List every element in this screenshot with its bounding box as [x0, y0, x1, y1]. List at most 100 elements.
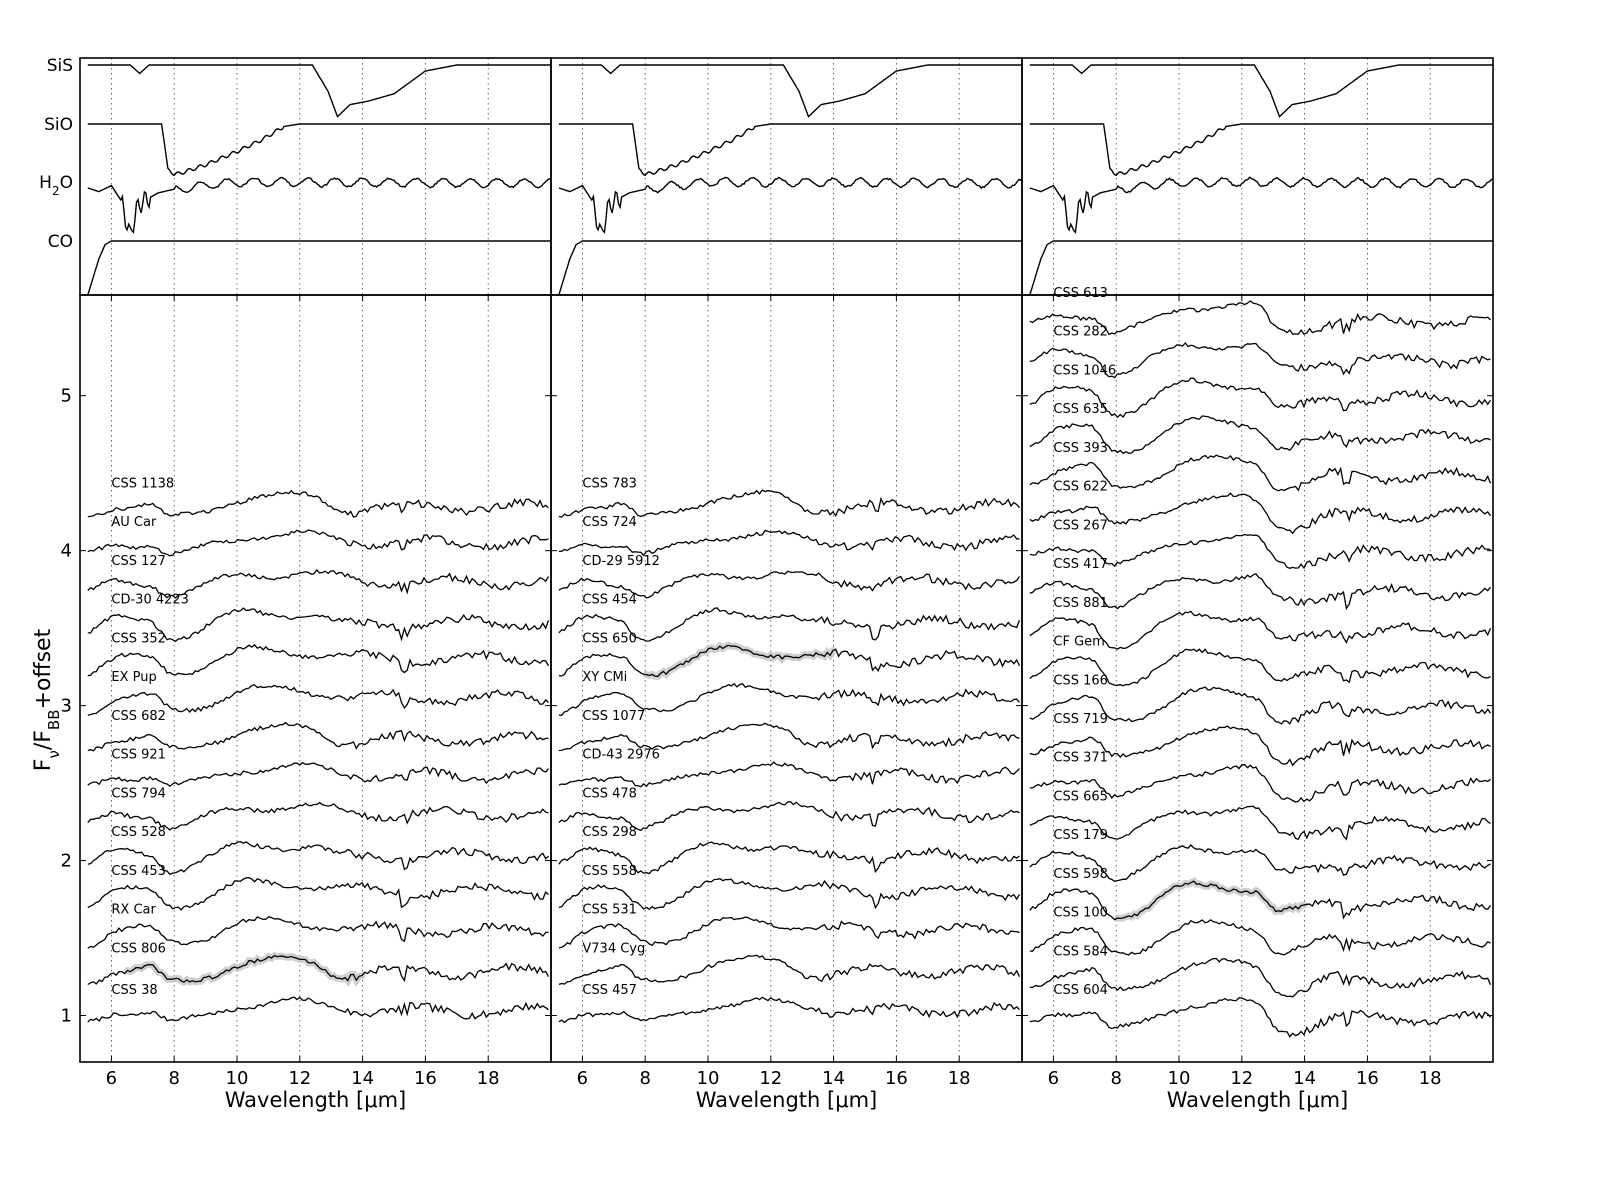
- series-label: CSS 921: [111, 748, 166, 763]
- spectrum-line: [1029, 919, 1491, 956]
- spectrum-line: [1029, 686, 1492, 725]
- x-tick-label: 8: [639, 1068, 650, 1089]
- template-label-SiO: SiO: [44, 115, 73, 135]
- spectrum-line: [87, 529, 549, 557]
- x-tick-label: 18: [1419, 1068, 1442, 1089]
- spectrum-line: [87, 877, 549, 911]
- x-axis-label: Wavelength [μm]: [1167, 1088, 1348, 1112]
- spectrum-line: [558, 801, 1020, 832]
- template-curve-SiS: [1029, 64, 1493, 118]
- axes-frames: [79, 57, 1494, 1063]
- spectrum-line: [1029, 573, 1492, 611]
- series-label: CSS 1077: [582, 709, 645, 724]
- x-tick-label: 18: [477, 1068, 500, 1089]
- series-label: RX Car: [111, 903, 156, 918]
- spectrum-line: [87, 801, 549, 831]
- x-tick-label: 10: [226, 1068, 249, 1089]
- spectrum-line: [558, 607, 1021, 642]
- template-label-H2O: H2O: [39, 173, 73, 198]
- series-label: CSS 558: [582, 864, 637, 879]
- template-curve-SiO: [558, 123, 1022, 177]
- series-label: CSS 528: [111, 825, 166, 840]
- series-label: CSS 613: [1053, 286, 1108, 301]
- series-label: CSS 724: [582, 515, 637, 530]
- spectrum-line: [558, 878, 1021, 911]
- series-label: CSS 682: [111, 709, 166, 724]
- template-curve-H2O: [558, 176, 1023, 234]
- series-label: AU Car: [111, 515, 157, 530]
- x-tick-label: 8: [1110, 1068, 1121, 1089]
- spectrum-line: [1029, 805, 1491, 841]
- spectrum-line: [558, 570, 1021, 599]
- spectrum-line: [87, 489, 549, 518]
- spectrum-line: [1029, 492, 1492, 535]
- spectrum-line: [87, 569, 550, 599]
- spectrum-line: [87, 954, 550, 986]
- template-curve-CO: [558, 240, 1022, 296]
- x-axis-label: Wavelength [μm]: [696, 1088, 877, 1112]
- x-tick-label: 14: [351, 1068, 374, 1089]
- series-label: CSS 371: [1053, 751, 1108, 766]
- spectrum-line: [1029, 880, 1492, 921]
- spectrum-line: [558, 761, 1020, 788]
- template-panel-frame: [79, 57, 552, 296]
- series-label: CSS 604: [1053, 983, 1108, 998]
- template-curve-SiO: [87, 123, 551, 177]
- spectrum-line: [87, 721, 549, 752]
- x-tick-label: 12: [1230, 1068, 1253, 1089]
- template-curve-SiS: [558, 64, 1022, 118]
- y-tick-label: 5: [61, 386, 72, 407]
- series-label: CD-43 2976: [582, 748, 660, 763]
- spectrum-line: [558, 996, 1020, 1024]
- series-label: CSS 622: [1053, 480, 1108, 495]
- spectrum-line: [87, 915, 549, 949]
- error-band-layer: [123, 641, 1308, 988]
- series-label: CSS 457: [582, 983, 637, 998]
- series-label: CSS 1046: [1053, 363, 1116, 378]
- template-label-SiS: SiS: [47, 56, 73, 76]
- series-label: XY CMi: [582, 670, 627, 685]
- x-tick-label: 12: [288, 1068, 311, 1089]
- series-label: V734 Cyg: [582, 941, 645, 956]
- series-label: CSS 635: [1053, 402, 1108, 417]
- error-band: [643, 641, 837, 681]
- spectrum-line: [1029, 610, 1492, 650]
- spectrum-line: [558, 841, 1020, 875]
- x-tick-label: 16: [885, 1068, 908, 1089]
- x-axis-label: Wavelength [μm]: [225, 1088, 406, 1112]
- y-tick-label: 1: [61, 1006, 72, 1027]
- series-label: CSS 783: [582, 476, 637, 491]
- x-tick-label: 16: [414, 1068, 437, 1089]
- spectrum-line: [87, 644, 550, 677]
- spectrum-line: [1029, 533, 1491, 570]
- template-curve-CO: [87, 240, 551, 296]
- spectra-panel-frame: [1021, 294, 1494, 1063]
- spectrum-line: [558, 529, 1020, 557]
- series-label: CSS 393: [1053, 441, 1108, 456]
- grid-layer: [111, 58, 1431, 1062]
- spectrum-line: [1029, 415, 1491, 455]
- series-label: CSS 166: [1053, 673, 1108, 688]
- series-label: CD-30 4223: [111, 593, 189, 608]
- series-label: CSS 719: [1053, 712, 1108, 727]
- series-label: CSS 650: [582, 631, 637, 646]
- x-tick-label: 6: [577, 1068, 588, 1089]
- spectrum-line: [87, 761, 550, 788]
- template-curve-H2O: [87, 176, 552, 234]
- error-band: [1114, 876, 1308, 922]
- spectrum-line: [1029, 997, 1492, 1038]
- spectrum-line: [558, 916, 1020, 949]
- series-label: EX Pup: [111, 670, 156, 685]
- series-label: CSS 100: [1053, 906, 1108, 921]
- series-label: CSS 1138: [111, 476, 174, 491]
- spectra-layer: [87, 64, 1494, 1038]
- series-label: CSS 282: [1053, 325, 1108, 340]
- series-label: CSS 584: [1053, 944, 1108, 959]
- series-label: CSS 179: [1053, 828, 1108, 843]
- x-tick-label: 10: [1168, 1068, 1191, 1089]
- template-panel-frame: [550, 57, 1023, 296]
- series-label: CSS 531: [582, 903, 637, 918]
- spectrum-line: [1029, 300, 1491, 336]
- template-curve-H2O: [1029, 176, 1494, 234]
